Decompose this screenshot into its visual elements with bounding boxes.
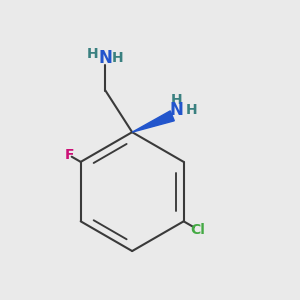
Text: H: H xyxy=(112,51,124,65)
Polygon shape xyxy=(132,111,174,132)
Text: Cl: Cl xyxy=(190,223,205,236)
Text: H: H xyxy=(186,103,197,117)
Text: H: H xyxy=(171,93,183,107)
Text: N: N xyxy=(98,49,112,67)
Text: H: H xyxy=(87,47,99,61)
Text: N: N xyxy=(170,101,184,119)
Text: F: F xyxy=(64,148,74,162)
